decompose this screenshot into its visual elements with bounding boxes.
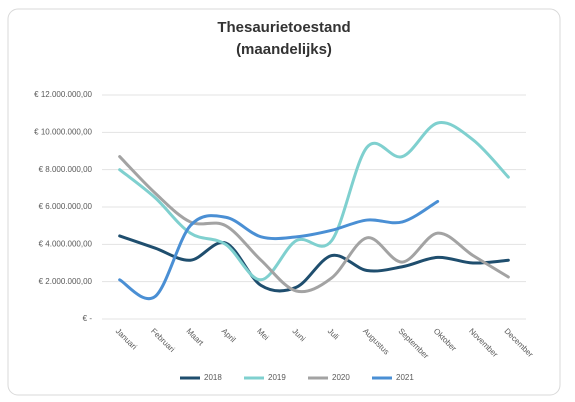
y-tick-label: € 12.000.000,00: [34, 90, 92, 99]
chart-title: Thesaurietoestand: [217, 19, 350, 36]
legend-label: 2019: [268, 373, 286, 382]
legend-label: 2018: [204, 373, 222, 382]
y-tick-label: € 10.000.000,00: [34, 127, 92, 136]
y-tick-label: € 6.000.000,00: [39, 202, 93, 211]
series-line: [118, 199, 440, 301]
y-tick-label: € 2.000.000,00: [39, 277, 93, 286]
chart-subtitle: (maandelijks): [236, 41, 332, 58]
series-line: [118, 234, 510, 293]
y-tick-label: € 8.000.000,00: [39, 165, 93, 174]
series-line: [118, 121, 510, 282]
legend-label: 2020: [332, 373, 350, 382]
y-tick-label: € 4.000.000,00: [39, 239, 93, 248]
series-line: [118, 155, 510, 294]
legend-label: 2021: [396, 373, 414, 382]
y-tick-label: € -: [83, 314, 93, 323]
